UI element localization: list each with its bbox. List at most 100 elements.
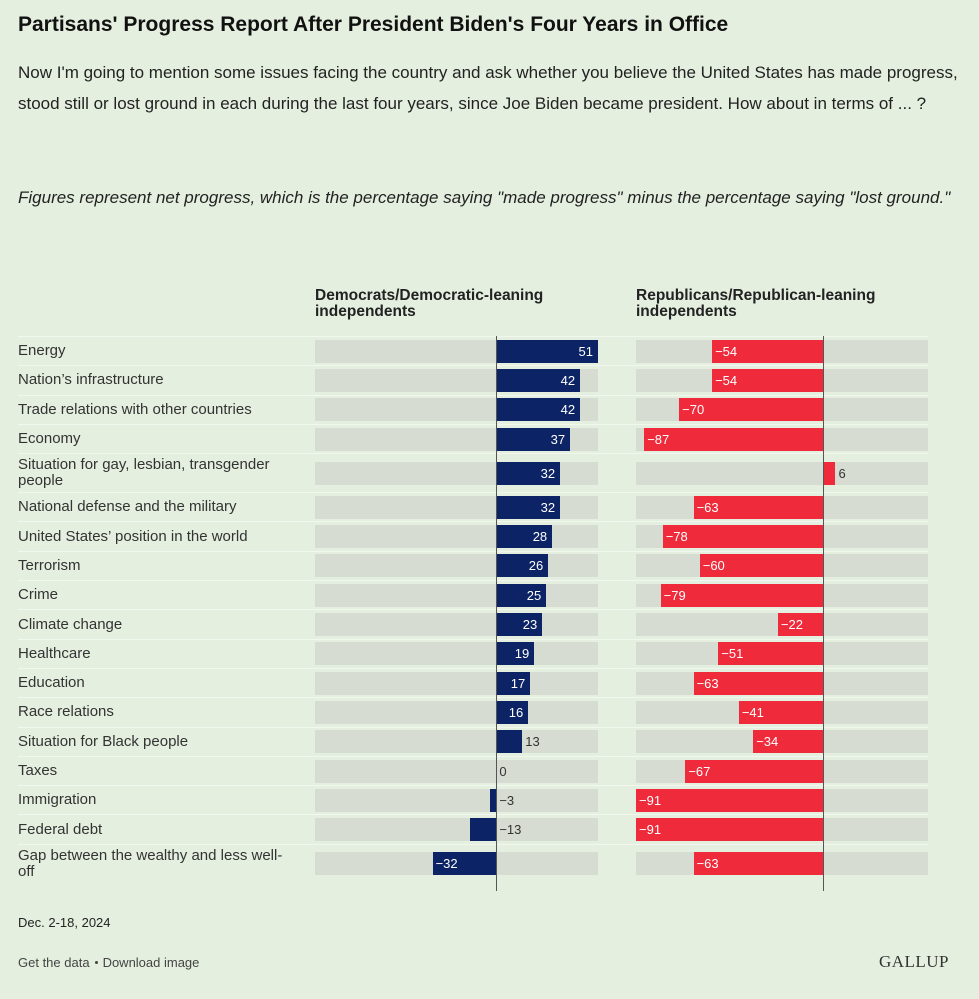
- link[interactable]: Get the data: [18, 955, 90, 970]
- value-label: −32: [435, 856, 458, 872]
- row-band: [315, 583, 598, 607]
- bar: [679, 398, 824, 422]
- bar-cell: −54: [636, 339, 928, 363]
- value-label: 32: [540, 465, 556, 481]
- link[interactable]: Download image: [102, 955, 200, 970]
- row: Race relations 16 −41: [18, 697, 928, 726]
- bar: [490, 788, 497, 812]
- bar: [823, 461, 836, 485]
- value-label: 13: [525, 734, 540, 750]
- zero-line: [823, 336, 825, 891]
- bar-cell: 37: [315, 427, 598, 451]
- bar: [496, 495, 561, 519]
- value-label: −54: [715, 372, 738, 388]
- bar: [712, 368, 824, 392]
- brand-logo: GALLUP: [878, 952, 949, 971]
- bar: [470, 818, 497, 842]
- value-label: 42: [560, 402, 576, 418]
- value-label: −60: [702, 558, 725, 574]
- category-label: Trade relations with other countries: [18, 400, 252, 418]
- row-band: [315, 642, 598, 666]
- bar-cell: −54: [636, 368, 928, 392]
- bar: [636, 788, 824, 812]
- bar-cell: 42: [315, 368, 598, 392]
- value-label: 42: [560, 372, 576, 388]
- category-label: Federal debt: [18, 820, 103, 838]
- row: Healthcare 19 −51: [18, 638, 928, 668]
- row: Energy 51 −54: [18, 336, 928, 365]
- value-label: 6: [838, 465, 846, 481]
- category-label: Gap between the wealthy and less well-of…: [18, 846, 283, 880]
- bar-cell: 19: [315, 642, 598, 666]
- bar-cell: −22: [636, 613, 928, 637]
- value-label: 28: [532, 529, 548, 545]
- bar-cell: 28: [315, 525, 598, 549]
- bar-cell: −60: [636, 554, 928, 578]
- bar: [685, 759, 824, 783]
- bar-cell: −87: [636, 427, 928, 451]
- bar: [496, 671, 531, 695]
- row: National defense and the military 32 −63: [18, 492, 928, 521]
- bar-cell: −34: [636, 730, 928, 754]
- bar: [712, 339, 824, 363]
- row-band: [315, 730, 598, 754]
- row: Situation for Black people 13 −34: [18, 726, 928, 756]
- bar-cell: −63: [636, 671, 928, 695]
- bar: [496, 368, 581, 392]
- category-label: Climate change: [18, 615, 123, 633]
- category-label: Energy: [18, 342, 66, 360]
- date: Dec. 2-18, 2024: [18, 915, 111, 930]
- bar-cell: 16: [315, 700, 598, 724]
- value-label: −22: [780, 617, 803, 633]
- row-band: [315, 671, 598, 695]
- bar: [496, 525, 553, 549]
- value-label: 37: [550, 431, 566, 447]
- category-label: Healthcare: [18, 644, 91, 662]
- category-label: Taxes: [18, 762, 58, 779]
- series-header: Democrats/Democratic-leaning independent…: [315, 287, 544, 320]
- row-band: [315, 818, 598, 842]
- chart-title: Partisans' Progress Report After Preside…: [18, 13, 729, 36]
- bar-cell: −79: [636, 583, 928, 607]
- bar-cell: 25: [315, 583, 598, 607]
- value-label: 25: [526, 587, 542, 603]
- category-label: Terrorism: [18, 556, 81, 574]
- bar: [496, 583, 547, 607]
- bar-cell: 32: [315, 461, 598, 485]
- row: Nation’s infrastructure 42 −54: [18, 365, 928, 394]
- value-label: −87: [647, 431, 670, 447]
- value-label: −34: [756, 734, 779, 750]
- row: Immigration −3 −91: [18, 785, 928, 814]
- bar: [662, 525, 824, 549]
- bar-cell: −51: [636, 642, 928, 666]
- footer: Get the data Download image: [18, 955, 199, 970]
- bar-cell: 32: [315, 495, 598, 519]
- chart: Democrats/Democratic-leaning independent…: [18, 287, 928, 891]
- value-label: −54: [715, 343, 738, 359]
- bar-cell: 0: [315, 759, 598, 783]
- category-label: United States’ position in the world: [18, 527, 248, 545]
- row: Economy 37 −87: [18, 423, 928, 453]
- category-label: Race relations: [18, 703, 114, 721]
- row: Climate change 23 −22: [18, 609, 928, 638]
- row-band: [315, 525, 598, 549]
- bar: [693, 852, 824, 876]
- bar: [496, 554, 549, 578]
- value-label: 17: [510, 675, 526, 691]
- bar-cell: −13: [315, 818, 598, 842]
- category-label: Economy: [18, 430, 81, 448]
- row: Crime 25 −79: [18, 580, 928, 609]
- value-label: −63: [696, 499, 719, 515]
- bar: [693, 671, 824, 695]
- bar-cell: 13: [315, 730, 598, 754]
- value-label: −91: [639, 792, 662, 808]
- bar-cell: −91: [636, 818, 928, 842]
- bar: [644, 427, 824, 451]
- category-label: Nation’s infrastructure: [18, 371, 164, 389]
- bar: [699, 554, 824, 578]
- category-label: Situation for gay, lesbian, transgender …: [18, 456, 270, 490]
- category-label: Education: [18, 674, 85, 692]
- bar: [496, 730, 523, 754]
- category-label: Crime: [18, 586, 58, 604]
- bar: [777, 613, 824, 637]
